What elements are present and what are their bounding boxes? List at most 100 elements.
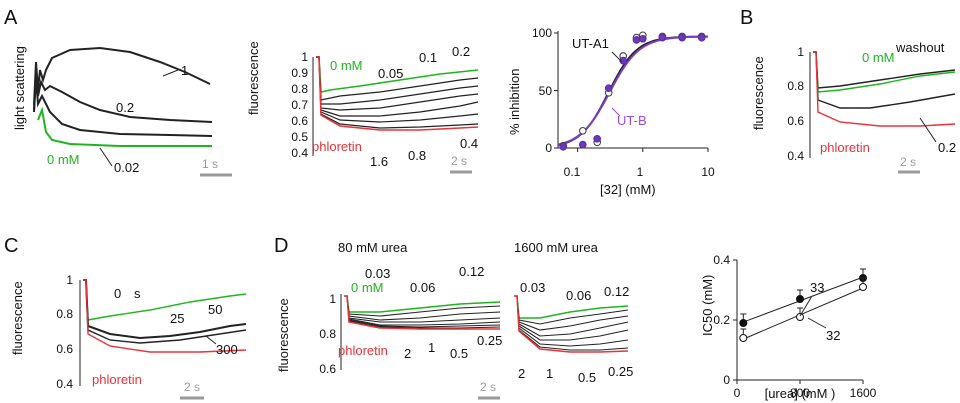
c-label-25: 25 bbox=[170, 311, 184, 326]
a-label-02: 0.2 bbox=[116, 100, 134, 115]
a3-pointer-uta1 bbox=[611, 51, 623, 63]
a2-ytick: 0.5 bbox=[291, 130, 308, 144]
a3-label-utb: UT-B bbox=[617, 113, 647, 128]
d-right-top-label: 0.06 bbox=[566, 288, 591, 303]
d-left-bottom-label: 2 bbox=[404, 346, 411, 361]
point-utb bbox=[638, 34, 647, 43]
d-right-trace-phloretin bbox=[514, 295, 629, 353]
a3-xtick: 1 bbox=[637, 165, 644, 179]
d-left-bottom-label: 0.5 bbox=[450, 346, 468, 361]
c-ylabel: fluorescence bbox=[10, 281, 25, 355]
panel-label-c: C bbox=[4, 235, 18, 257]
b-trace-phloretin bbox=[813, 51, 956, 127]
ic50-fit-32 bbox=[743, 287, 864, 340]
ic50-plot: 0 0.2 0.4 0 800 1600 [urea] (mM ) IC50 (mM) 33 32 bbox=[700, 253, 877, 401]
d-right-top-label: 0.03 bbox=[520, 280, 545, 295]
d-left-trace-phloretin bbox=[344, 295, 500, 330]
ic50-ylabel: IC50 (mM) bbox=[700, 275, 715, 336]
d-right-bottom-label: 0.5 bbox=[578, 370, 596, 385]
dose-response-plot bbox=[554, 31, 709, 152]
d-right-trace bbox=[514, 295, 629, 347]
point-utb bbox=[658, 33, 667, 42]
ic50-pointer-33 bbox=[799, 295, 813, 317]
c-pointer-300 bbox=[205, 335, 217, 345]
a-label-0mM: 0 mM bbox=[47, 152, 80, 167]
a2-ylabel: fluorescence bbox=[246, 41, 261, 115]
point-utb bbox=[632, 36, 641, 44]
ic50-x-tick-label: 800 bbox=[790, 386, 810, 400]
ic50-point-33 bbox=[796, 295, 804, 303]
c-label-0: 0 bbox=[114, 286, 121, 301]
c-scale-label: 2 s bbox=[184, 380, 200, 394]
a2-ytick: 0.6 bbox=[291, 114, 308, 128]
b-ytick: 1 bbox=[797, 45, 804, 59]
a2-trace-phloretin bbox=[316, 56, 479, 131]
ic50-y-tick-label: 0 bbox=[723, 373, 730, 387]
ic50-point-32 bbox=[739, 334, 748, 342]
point-uta1 bbox=[578, 126, 587, 135]
d-scale-label: 2 s bbox=[480, 380, 496, 394]
a2-label-0mM: 0 mM bbox=[330, 58, 363, 73]
d-right-bottom-label: 2 bbox=[518, 366, 525, 381]
ic50-point-32 bbox=[859, 283, 867, 291]
d-left-bottom-label: 0.25 bbox=[477, 333, 502, 348]
b-ytick: 0.4 bbox=[787, 149, 804, 163]
ic50-series-label-32: 32 bbox=[826, 328, 840, 343]
ic50-series-label-33: 33 bbox=[810, 280, 824, 295]
c-trace-phloretin bbox=[83, 279, 247, 353]
a3-xtick: 10 bbox=[701, 165, 715, 179]
point-utb bbox=[678, 33, 686, 42]
a2-ytick: 0.9 bbox=[291, 66, 308, 80]
c-traces bbox=[83, 279, 247, 353]
a3-xtick: 0.1 bbox=[564, 165, 581, 179]
b-scale-label: 2 s bbox=[900, 155, 916, 169]
a-trace-0mM bbox=[37, 106, 212, 147]
a-trace-002 bbox=[33, 77, 213, 137]
ic50-point-33 bbox=[739, 319, 748, 327]
a2-label-top: 0.2 bbox=[452, 44, 470, 59]
panel-label-a: A bbox=[4, 7, 18, 29]
a2-label-bottom: 0.8 bbox=[408, 148, 426, 163]
c-label-phloretin: phloretin bbox=[92, 372, 142, 387]
a3-pointer-utb bbox=[611, 107, 621, 117]
d-left-trace-0mM bbox=[344, 295, 501, 313]
d-right-bottom-label: 1 bbox=[546, 366, 553, 381]
point-utb bbox=[559, 142, 568, 151]
c-ytick: 0.4 bbox=[56, 377, 73, 391]
d-label-phloretin: phloretin bbox=[338, 343, 388, 358]
d-ytick: 0.8 bbox=[319, 327, 336, 341]
point-utb bbox=[697, 33, 706, 42]
ic50-pointer-32 bbox=[807, 317, 827, 329]
d-ytick: 1 bbox=[329, 292, 336, 306]
a-pointer-002 bbox=[99, 147, 113, 167]
b-label-02: 0.2 bbox=[938, 140, 956, 155]
c-label-300: 300 bbox=[216, 342, 238, 357]
b-ytick: 0.8 bbox=[787, 79, 804, 93]
a3-ytick: 100 bbox=[532, 26, 552, 40]
a2-label-bottom: 1.6 bbox=[370, 154, 388, 169]
b-ylabel: fluorescence bbox=[751, 56, 766, 130]
ic50-y-tick-label: 0.4 bbox=[713, 253, 730, 267]
d-left-top-label: 0.03 bbox=[365, 266, 390, 281]
c-label-s: s bbox=[134, 286, 141, 301]
c-ytick: 0.6 bbox=[56, 342, 73, 356]
d-label-0mM: 0 mM bbox=[351, 280, 384, 295]
a2-ytick: 0.4 bbox=[291, 146, 308, 160]
a3-ylabel: % inhibition bbox=[507, 69, 522, 136]
d-title-right: 1600 mM urea bbox=[514, 240, 599, 255]
point-utb bbox=[593, 134, 602, 143]
d-left-top-label: 0.12 bbox=[459, 264, 484, 279]
a2-label-bottom: 0.4 bbox=[460, 136, 478, 151]
a2-ytick: 1 bbox=[301, 50, 308, 64]
a2-label-phloretin: phloretin bbox=[312, 139, 362, 154]
a2-ytick: 0.8 bbox=[291, 82, 308, 96]
d-left-top-label: 0.06 bbox=[410, 280, 435, 295]
panel-label-d: D bbox=[274, 235, 288, 257]
d-left-traces bbox=[344, 295, 501, 330]
point-utb bbox=[604, 84, 613, 93]
c-ytick: 0.8 bbox=[56, 307, 73, 321]
a-ylabel: light scattering bbox=[12, 46, 27, 130]
a-label-002: 0.02 bbox=[114, 160, 139, 175]
panel-label-b: B bbox=[740, 7, 753, 29]
